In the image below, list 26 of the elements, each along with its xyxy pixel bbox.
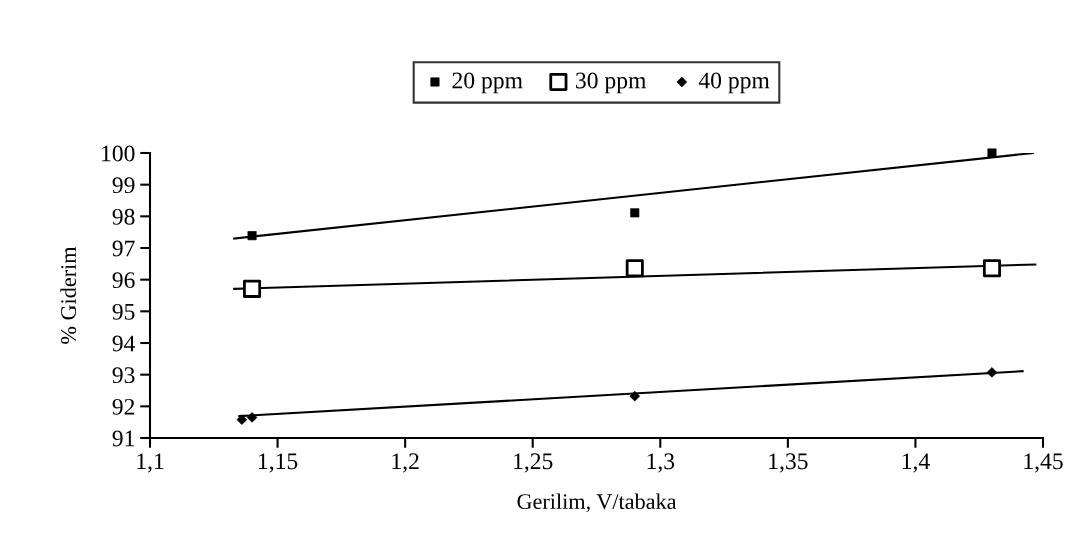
y-tick-label: 95 xyxy=(112,303,135,320)
point xyxy=(982,259,1001,278)
x-tick-label: 1,25 xyxy=(514,453,553,473)
x-tick-label: 1,4 xyxy=(902,453,930,473)
y-tick-label: 96 xyxy=(112,272,135,289)
legend-label: 20 ppm xyxy=(452,72,523,94)
x-tick-label: 1,2 xyxy=(392,453,419,473)
point xyxy=(243,279,262,298)
y-tick-label: 100 xyxy=(102,145,135,162)
x-tick-label: 1,1 xyxy=(137,453,164,473)
x-tick-label: 1,35 xyxy=(769,453,808,473)
x-tick-label: 1,3 xyxy=(647,453,675,473)
y-tick-label: 97 xyxy=(112,240,135,257)
y-tick-label: 98 xyxy=(112,208,135,225)
y-tick-label: 94 xyxy=(112,335,136,352)
y-tick-label: 99 xyxy=(112,177,135,194)
y-tick-label: 91 xyxy=(112,430,134,447)
x-axis-title: Gerilim, V/tabaka xyxy=(517,493,677,513)
y-tick-label: 92 xyxy=(112,398,135,415)
y-tick-label: 93 xyxy=(112,367,135,384)
legend-label: 40 ppm xyxy=(698,72,770,94)
x-tick-label: 1,45 xyxy=(1024,453,1063,473)
legend-label: 30 ppm xyxy=(576,72,647,94)
x-tick-label: 1,15 xyxy=(258,453,298,473)
point xyxy=(625,259,644,278)
y-axis-title: % Giderim xyxy=(60,246,77,344)
